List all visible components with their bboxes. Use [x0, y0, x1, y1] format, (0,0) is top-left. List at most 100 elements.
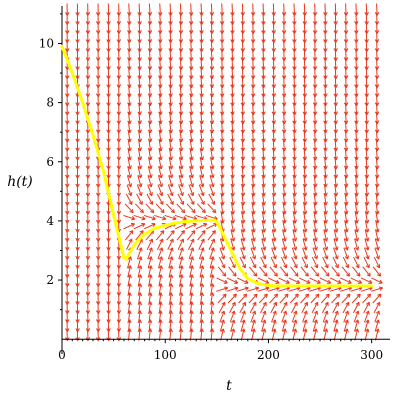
- x-axis-label: t: [226, 378, 232, 394]
- field-arrow: [279, 266, 289, 277]
- field-arrow: [319, 277, 332, 284]
- field-arrow: [374, 3, 380, 16]
- field-arrow: [271, 238, 277, 251]
- field-arrow: [291, 310, 298, 323]
- field-arrow: [167, 184, 174, 197]
- field-arrow: [292, 319, 298, 332]
- field-arrow: [230, 211, 236, 224]
- field-arrow: [374, 319, 380, 332]
- field-arrow: [124, 203, 134, 214]
- field-arrow: [219, 310, 226, 323]
- field-arrow: [333, 247, 339, 260]
- field-arrow: [322, 247, 329, 260]
- field-arrow: [281, 319, 287, 332]
- field-arrow: [344, 202, 349, 215]
- field-arrow: [353, 310, 360, 323]
- field-arrow: [340, 277, 352, 284]
- field-arrow: [85, 3, 91, 16]
- field-arrow: [176, 203, 186, 214]
- field-arrow: [64, 3, 70, 16]
- field-arrow: [292, 229, 298, 242]
- field-arrow: [219, 3, 225, 16]
- field-arrow: [250, 247, 257, 260]
- field-arrow: [260, 310, 267, 323]
- field-arrow: [229, 301, 236, 314]
- field-arrow: [364, 3, 369, 16]
- field-arrow: [302, 202, 308, 215]
- field-arrow: [271, 211, 277, 224]
- field-arrow: [208, 238, 216, 250]
- field-arrow: [209, 184, 215, 197]
- field-arrow: [127, 256, 133, 269]
- field-arrow: [364, 229, 370, 242]
- field-arrow: [178, 247, 184, 260]
- field-arrow: [238, 293, 248, 304]
- field-arrow: [323, 238, 329, 251]
- field-arrow: [209, 166, 215, 179]
- field-arrow: [352, 301, 360, 314]
- field-arrow: [371, 277, 383, 284]
- field-arrow: [127, 148, 132, 161]
- y-tick-label: 2: [46, 273, 54, 287]
- field-arrow: [208, 193, 216, 205]
- tick-marks: 0 100 200 300 2 4 6 8 10: [39, 13, 383, 362]
- field-arrow: [372, 293, 382, 304]
- field-arrow: [206, 222, 218, 230]
- field-arrow: [136, 184, 143, 197]
- field-arrow: [75, 3, 80, 16]
- field-arrow: [364, 328, 370, 341]
- field-arrow: [239, 301, 247, 314]
- field-arrow: [137, 175, 143, 188]
- field-arrow: [187, 238, 195, 250]
- field-arrow: [353, 256, 360, 269]
- field-arrow: [199, 166, 205, 179]
- field-arrow: [166, 230, 175, 241]
- field-arrow: [158, 166, 163, 179]
- field-arrow: [143, 214, 156, 221]
- field-arrow: [220, 328, 225, 341]
- field-arrow: [210, 157, 215, 170]
- field-arrow: [267, 277, 280, 284]
- field-arrow: [354, 319, 360, 332]
- field-arrow: [292, 220, 298, 233]
- field-arrow: [251, 220, 256, 233]
- field-arrow: [271, 220, 277, 233]
- field-arrow: [189, 166, 194, 179]
- field-arrow: [344, 220, 349, 233]
- field-arrow: [261, 238, 267, 251]
- field-arrow: [123, 214, 136, 221]
- field-arrow: [219, 238, 225, 251]
- field-arrow: [177, 193, 185, 205]
- field-arrow: [333, 238, 339, 251]
- field-arrow: [323, 3, 328, 16]
- field-arrow: [185, 214, 198, 221]
- field-arrow: [289, 293, 299, 304]
- field-arrow: [154, 214, 167, 221]
- field-arrow: [301, 301, 308, 314]
- field-arrow: [137, 148, 143, 161]
- field-arrow: [250, 238, 256, 251]
- field-arrow: [164, 214, 177, 221]
- field-arrow: [135, 230, 144, 241]
- field-arrow: [312, 319, 318, 332]
- field-arrow: [209, 175, 215, 188]
- field-arrow: [300, 293, 310, 304]
- field-arrow: [179, 148, 184, 161]
- field-arrow: [282, 220, 287, 233]
- field-arrow: [323, 202, 328, 215]
- field-arrow: [188, 256, 194, 269]
- field-arrow: [302, 211, 308, 224]
- field-arrow: [250, 319, 256, 332]
- field-arrow: [146, 238, 154, 250]
- direction-field: [64, 3, 383, 341]
- field-arrow: [199, 265, 205, 278]
- field-arrow: [323, 211, 328, 224]
- field-arrow: [137, 3, 142, 16]
- field-arrow: [157, 3, 163, 16]
- field-arrow: [311, 256, 319, 269]
- field-arrow: [229, 310, 236, 323]
- field-arrow: [106, 3, 111, 16]
- field-arrow: [291, 301, 298, 314]
- y-axis-label: h(t): [7, 174, 33, 190]
- field-arrow: [323, 328, 329, 341]
